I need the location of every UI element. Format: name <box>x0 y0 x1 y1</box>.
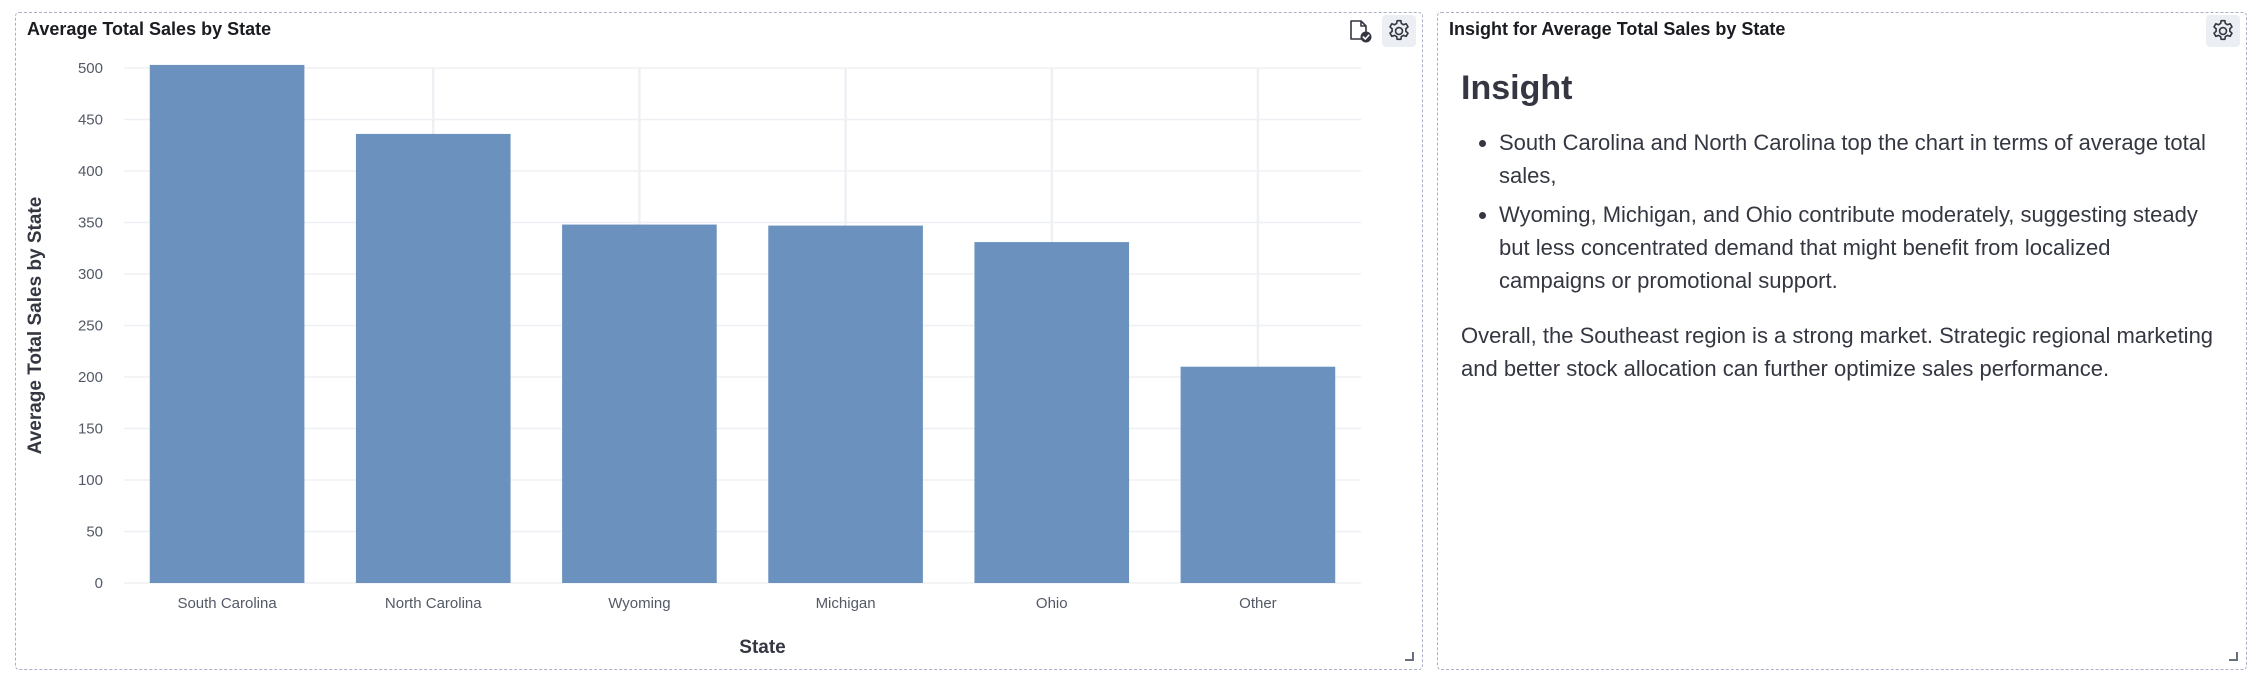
x-tick-label: Other <box>1239 595 1277 612</box>
insight-heading: Insight <box>1461 69 1573 107</box>
x-tick-label: Michigan <box>816 595 876 612</box>
chart-settings-button[interactable] <box>1382 15 1416 47</box>
gear-icon <box>1389 19 1409 41</box>
chart-panel: Average Total Sales by State 0 50 100 150 20… <box>15 12 1423 670</box>
chart-panel-title: Average Total Sales by State <box>27 19 272 39</box>
y-tick-label: 350 <box>78 215 103 232</box>
bar[interactable] <box>355 133 511 584</box>
bar[interactable] <box>149 64 305 583</box>
y-tick-label: 0 <box>95 575 103 592</box>
file-check-button[interactable] <box>1343 15 1377 47</box>
gear-icon <box>2213 19 2233 41</box>
bar-chart: 0 50 100 150 200 250 300 350 400 450 500 South Caro… <box>25 60 1361 658</box>
x-tick-label: Ohio <box>1036 595 1068 612</box>
file-check-icon <box>1350 20 1372 43</box>
y-tick-label: 450 <box>78 112 103 129</box>
y-tick-label: 200 <box>78 369 103 386</box>
bar[interactable] <box>1180 366 1336 583</box>
y-tick-label: 100 <box>78 472 103 489</box>
y-tick-label: 500 <box>78 60 103 77</box>
insight-bullet-list: South Carolina and North Carolina top th… <box>1461 126 2221 297</box>
y-tick-label: 250 <box>78 318 103 335</box>
insight-bullet: South Carolina and North Carolina top th… <box>1499 126 2221 192</box>
y-tick-label: 400 <box>78 163 103 180</box>
insight-panel: Insight for Average Total Sales by State… <box>1437 12 2247 670</box>
x-tick-label: Wyoming <box>608 595 670 612</box>
y-tick-label: 50 <box>86 524 103 541</box>
x-tick-label: South Carolina <box>177 595 277 612</box>
insight-bullet: Wyoming, Michigan, and Ohio contribute m… <box>1499 198 2221 297</box>
bar[interactable] <box>768 225 923 583</box>
insight-settings-button[interactable] <box>2206 15 2240 47</box>
bar[interactable] <box>974 242 1130 583</box>
bar[interactable] <box>562 224 717 583</box>
insight-panel-title: Insight for Average Total Sales by State <box>1449 19 1786 39</box>
y-tick-label: 300 <box>78 266 103 283</box>
x-axis-title: State <box>739 637 785 658</box>
resize-handle[interactable] <box>2229 652 2238 661</box>
insight-content: Insight South Carolina and North Carolin… <box>1461 68 2221 385</box>
y-axis-title: Average Total Sales by State <box>25 197 46 455</box>
x-tick-label: North Carolina <box>385 595 482 612</box>
insight-summary: Overall, the Southeast region is a stron… <box>1461 323 2214 381</box>
y-tick-label: 150 <box>78 421 103 438</box>
resize-handle[interactable] <box>1405 652 1414 661</box>
